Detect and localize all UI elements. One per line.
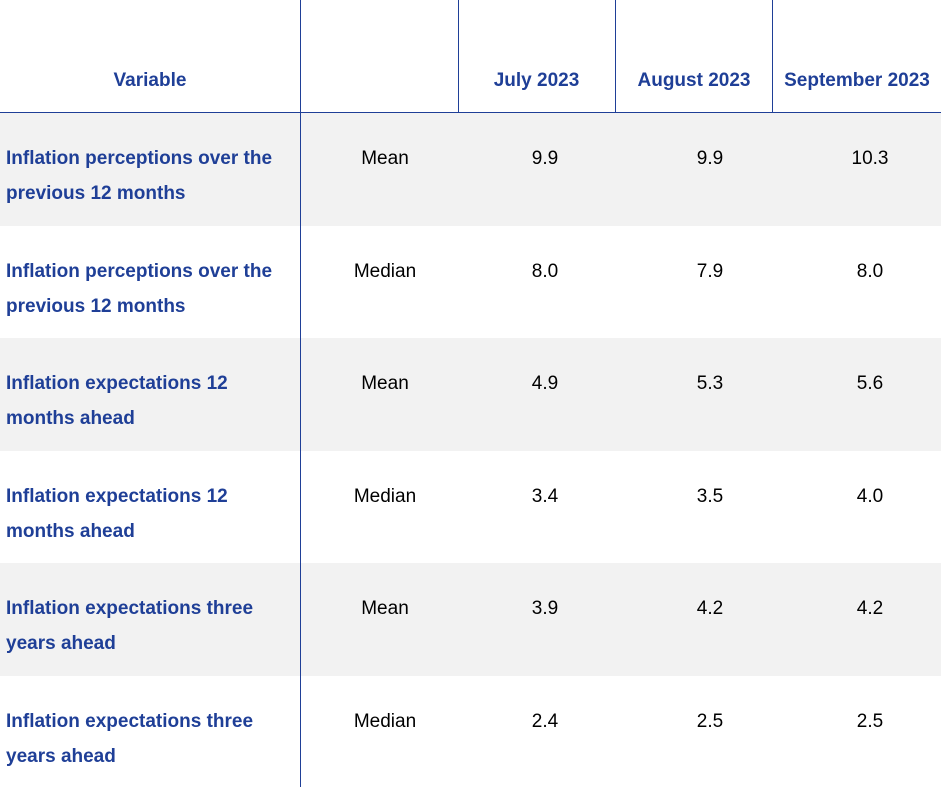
row-variable: Inflation expectations three years ahead	[6, 710, 254, 767]
row-july-value: 9.9	[531, 148, 559, 169]
row-september-value: 4.2	[856, 598, 884, 619]
row-august-value: 5.3	[696, 373, 724, 394]
row-statistic: Mean	[361, 598, 409, 619]
row-statistic: Median	[353, 710, 417, 732]
row-july-value: 4.9	[531, 373, 559, 394]
row-july-value: 3.4	[531, 485, 559, 507]
row-august-value: 9.9	[696, 148, 724, 169]
table-row: Inflation expectations three years ahead…	[0, 676, 941, 789]
table-row: Inflation perceptions over the previous …	[0, 226, 941, 339]
header-statistic	[300, 0, 458, 112]
column-divider	[615, 0, 616, 113]
row-variable: Inflation perceptions over the previous …	[6, 260, 273, 317]
row-july-value: 3.9	[531, 598, 559, 619]
row-july-value: 8.0	[531, 260, 559, 282]
table-row: Inflation expectations three years ahead…	[0, 563, 941, 676]
header-variable: Variable	[113, 70, 187, 91]
column-divider	[458, 0, 459, 113]
header-july-2023: July 2023	[493, 70, 580, 91]
table-row: Inflation expectations 12 months ahead M…	[0, 338, 941, 451]
row-september-value: 4.0	[856, 485, 884, 507]
row-august-value: 3.5	[696, 485, 724, 507]
table-row: Inflation perceptions over the previous …	[0, 113, 941, 226]
row-september-value: 8.0	[856, 260, 884, 282]
row-statistic: Mean	[361, 373, 409, 394]
header-august-2023: August 2023	[637, 70, 751, 91]
row-july-value: 2.4	[531, 710, 559, 732]
row-statistic: Median	[353, 485, 417, 507]
row-variable: Inflation expectations three years ahead	[6, 598, 254, 654]
row-september-value: 5.6	[856, 373, 884, 394]
row-statistic: Mean	[361, 148, 409, 169]
row-variable: Inflation perceptions over the previous …	[6, 148, 273, 204]
header-september-2023: September 2023	[784, 70, 930, 91]
table-row: Inflation expectations 12 months ahead M…	[0, 451, 941, 564]
row-august-value: 4.2	[696, 598, 724, 619]
column-divider	[772, 0, 773, 113]
row-august-value: 2.5	[696, 710, 724, 732]
row-august-value: 7.9	[696, 260, 724, 282]
row-variable: Inflation expectations 12 months ahead	[6, 373, 228, 429]
column-divider	[300, 0, 301, 787]
row-september-value: 2.5	[856, 710, 884, 732]
row-variable: Inflation expectations 12 months ahead	[6, 485, 228, 542]
row-statistic: Median	[353, 260, 417, 282]
row-september-value: 10.3	[851, 148, 889, 169]
table-header: Variable July 2023 August 2023 September…	[0, 0, 941, 113]
